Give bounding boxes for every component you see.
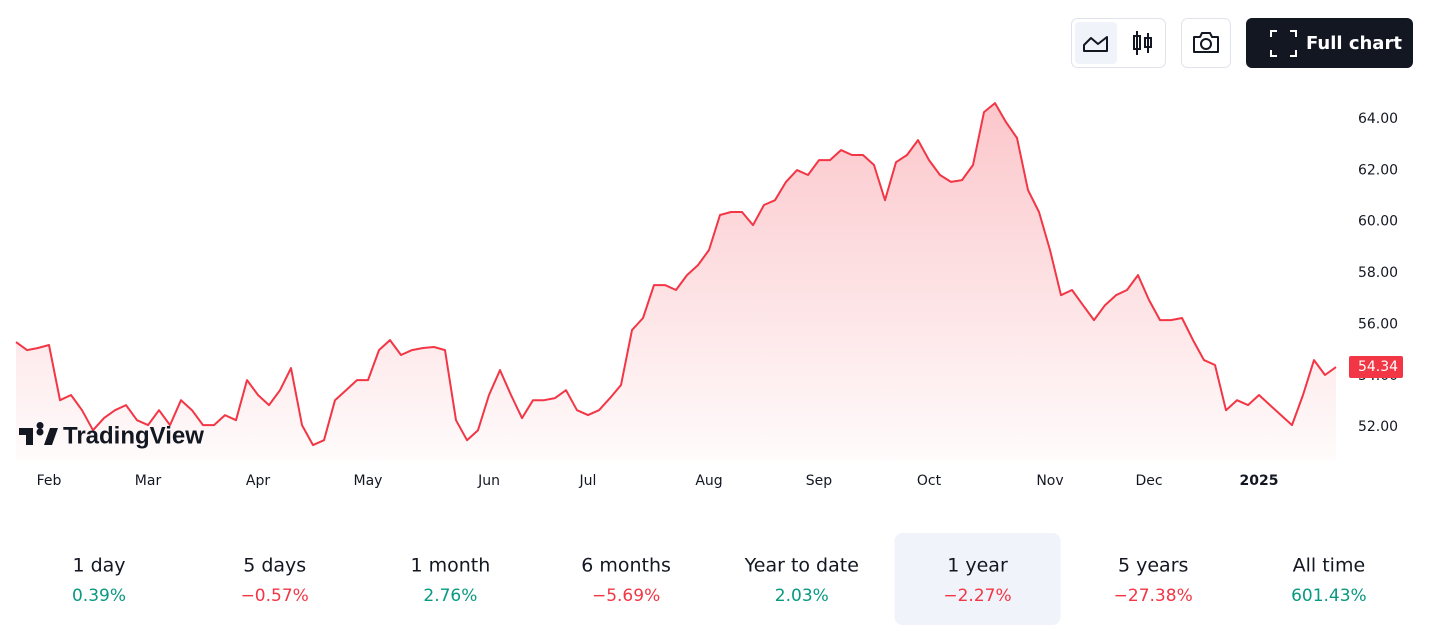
y-tick-label: 64.00 (1358, 111, 1398, 127)
last-price-label: 54.34 (1358, 359, 1398, 375)
plot: 52.0054.0056.0058.0060.0062.0064.00FebMa… (15, 102, 1403, 489)
period-label: All time (1293, 555, 1366, 577)
x-tick-label: Jul (579, 473, 597, 489)
x-tick-label: Aug (695, 473, 722, 489)
x-tick-label: Sep (806, 473, 833, 489)
period-change: 2.76% (423, 586, 477, 606)
x-tick-label: Feb (37, 473, 62, 489)
period-label: Year to date (744, 555, 859, 577)
snapshot-button[interactable] (1181, 18, 1231, 68)
period-tab[interactable]: 1 month 2.76% (411, 555, 491, 607)
period-change: 0.39% (72, 586, 126, 606)
period-label: 5 years (1118, 555, 1188, 577)
period-label: 1 year (947, 555, 1008, 577)
x-tick-label: Apr (246, 473, 270, 489)
period-tab[interactable]: 1 day 0.39% (72, 555, 126, 607)
period-tab[interactable]: 6 months −5.69% (581, 555, 671, 607)
area-icon (1083, 36, 1108, 52)
period-change: −2.27% (943, 586, 1011, 606)
period-label: 1 month (411, 555, 491, 577)
y-tick-label: 52.00 (1358, 419, 1398, 435)
selected-tab-bg (894, 533, 1061, 625)
period-label: 5 days (243, 555, 306, 577)
period-label: 6 months (581, 555, 671, 577)
y-tick-label: 58.00 (1358, 265, 1398, 281)
x-tick-label: 2025 (1240, 473, 1279, 489)
price-line (15, 102, 1337, 447)
performance-bar: 1 day 0.39% 5 days −0.57% 1 month 2.76% 6 mont… (72, 533, 1367, 625)
button-label: Full chart (1306, 33, 1402, 54)
x-tick-label: Dec (1135, 473, 1162, 489)
y-tick-label: 56.00 (1358, 316, 1398, 332)
period-label: 1 day (72, 555, 125, 577)
price-area (16, 103, 1336, 460)
period-change: −0.57% (241, 586, 309, 606)
x-tick-label: Nov (1036, 473, 1063, 489)
x-tick-label: Mar (135, 473, 162, 489)
period-change: 601.43% (1291, 586, 1367, 606)
full-chart-button[interactable]: Full chart (1246, 18, 1413, 68)
x-tick-label: May (354, 473, 383, 489)
period-change: −5.69% (592, 586, 660, 606)
period-tab[interactable]: 5 days −0.57% (241, 555, 309, 607)
period-tab[interactable]: All time 601.43% (1291, 555, 1367, 607)
x-tick-label: Jun (477, 473, 500, 489)
period-tab[interactable]: Year to date 2.03% (744, 555, 859, 607)
logo: TradingView (19, 422, 204, 449)
candles-button[interactable] (1118, 22, 1162, 64)
period-tab[interactable]: 1 year −2.27% (894, 533, 1061, 625)
last-price-tag (1349, 356, 1403, 379)
logo-text: TradingView (63, 422, 204, 449)
y-tick-label: 60.00 (1358, 214, 1398, 230)
x-tick-label: Oct (917, 473, 942, 489)
period-tab[interactable]: 5 years −27.38% (1114, 555, 1193, 607)
y-tick-label: 62.00 (1358, 162, 1398, 178)
period-change: 2.03% (775, 586, 829, 606)
period-change: −27.38% (1114, 586, 1193, 606)
